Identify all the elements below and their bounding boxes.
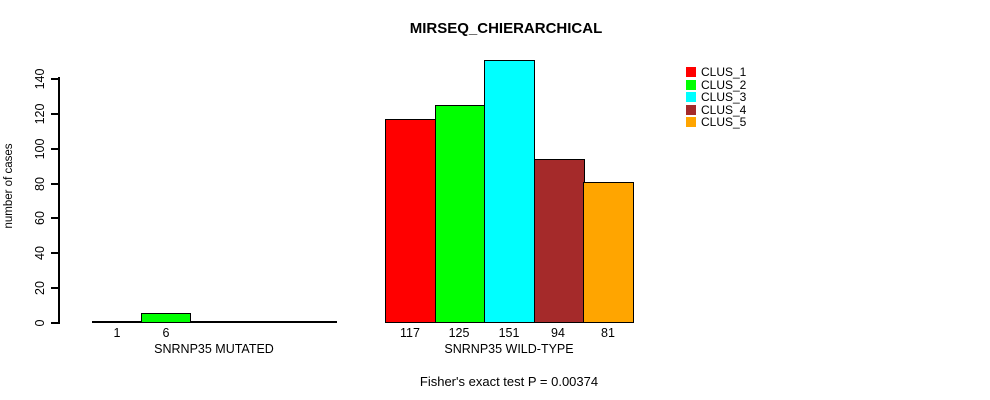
bar-value-label: 117 (400, 326, 420, 340)
bar-value-label: 94 (551, 326, 565, 340)
legend-entry-label: CLUS_5 (701, 115, 747, 129)
y-axis-line (58, 77, 60, 324)
group-baseline (92, 321, 337, 323)
y-tick-label: 140 (33, 68, 47, 90)
bar-clus_1 (385, 119, 436, 323)
group-label-mutated: SNRNP35 MUTATED (154, 342, 274, 356)
y-tick (51, 252, 58, 254)
y-tick-label: 60 (33, 211, 47, 225)
legend-entry-label: CLUS_2 (701, 78, 747, 92)
legend-swatch-icon (686, 67, 696, 77)
bar-clus_1 (92, 321, 142, 323)
y-tick-label: 80 (33, 177, 47, 191)
group-label-wildtype: SNRNP35 WILD-TYPE (444, 342, 574, 356)
chart-title: MIRSEQ_CHIERARCHICAL (409, 20, 603, 37)
legend-swatch-icon (686, 117, 696, 127)
bar-clus_4 (534, 159, 585, 323)
bar-clus_2 (141, 313, 191, 323)
bar-clus_2 (435, 105, 486, 323)
y-tick (51, 148, 58, 150)
bar-value-label: 6 (162, 326, 170, 340)
y-tick (51, 183, 58, 185)
y-tick-label: 100 (33, 138, 47, 160)
bar-clus_3 (484, 60, 535, 323)
bar-clus_5 (583, 182, 634, 323)
y-tick (51, 217, 58, 219)
legend-swatch-icon (686, 105, 696, 115)
legend-swatch-icon (686, 80, 696, 90)
y-tick (51, 113, 58, 115)
y-tick-label: 120 (33, 103, 47, 125)
y-tick (51, 322, 58, 324)
test-result-subtitle: Fisher's exact test P = 0.00374 (419, 374, 599, 389)
y-tick (51, 287, 58, 289)
legend-swatch-icon (686, 92, 696, 102)
y-tick-label: 20 (33, 281, 47, 295)
bar-value-label: 151 (498, 326, 520, 340)
bar-value-label: 1 (113, 326, 121, 340)
y-tick-label: 40 (33, 246, 47, 260)
legend-entry-label: CLUS_1 (701, 65, 747, 79)
y-tick-label: 0 (33, 319, 47, 327)
legend-entry-label: CLUS_4 (701, 103, 747, 117)
legend-entry-label: CLUS_3 (701, 90, 747, 104)
y-tick (51, 78, 58, 80)
bar-value-label: 81 (601, 326, 615, 340)
y-axis-label: number of cases (3, 143, 15, 229)
bar-value-label: 125 (448, 326, 470, 340)
